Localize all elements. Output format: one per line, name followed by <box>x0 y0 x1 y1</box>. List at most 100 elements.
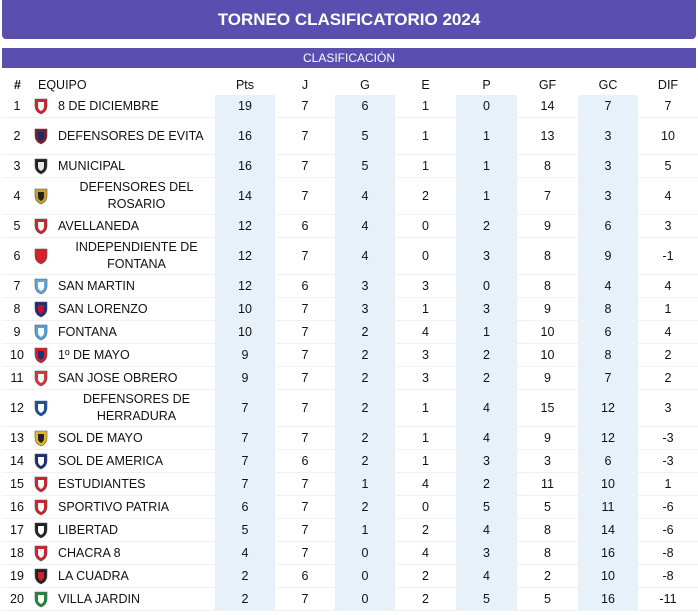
col-header-drawn: E <box>421 78 430 92</box>
table-row: 6 INDEPENDIENTE DE FONTANA 12 7 4 0 3 8 9 -1 <box>2 237 698 275</box>
goal-diff-cell: -3 <box>638 449 698 473</box>
team-cell: ESTUDIANTES <box>32 472 215 496</box>
goals-for-cell: 15 <box>517 389 578 427</box>
shield-yellow-black-icon <box>34 430 48 447</box>
goals-for-cell: 10 <box>517 320 578 344</box>
played-cell: 7 <box>275 541 335 565</box>
table-row: 17 LIBERTAD 5 7 1 2 4 8 14 -6 <box>2 518 698 542</box>
goal-diff-cell: -1 <box>638 237 698 275</box>
points-cell: 14 <box>215 177 275 215</box>
played-cell: 7 <box>275 320 335 344</box>
team-cell: VILLA JARDIN <box>32 587 215 611</box>
goals-against-cell: 12 <box>578 426 638 450</box>
won-cell: 0 <box>335 564 395 588</box>
shield-blue-red-icon <box>34 301 48 318</box>
points-cell: 9 <box>215 366 275 390</box>
table-row: 4 DEFENSORES DEL ROSARIO 14 7 4 2 1 7 3 4 <box>2 177 698 215</box>
goals-against-cell: 16 <box>578 541 638 565</box>
team-cell: SAN LORENZO <box>32 297 215 321</box>
goals-against-cell: 10 <box>578 564 638 588</box>
points-cell: 2 <box>215 564 275 588</box>
lost-cell: 3 <box>456 297 517 321</box>
position-cell: 6 <box>2 237 32 275</box>
position-cell: 17 <box>2 518 32 542</box>
table-row: 13 SOL DE MAYO 7 7 2 1 4 9 12 -3 <box>2 426 698 450</box>
team-name: CHACRA 8 <box>58 545 121 560</box>
played-cell: 6 <box>275 564 335 588</box>
goal-diff-cell: -3 <box>638 426 698 450</box>
goals-against-cell: 8 <box>578 297 638 321</box>
team-cell: DEFENSORES DE HERRADURA <box>32 389 215 427</box>
points-cell: 19 <box>215 95 275 118</box>
won-cell: 0 <box>335 541 395 565</box>
goals-for-cell: 8 <box>517 518 578 542</box>
goals-for-cell: 5 <box>517 587 578 611</box>
shield-black-red-icon <box>34 568 48 585</box>
goals-for-cell: 3 <box>517 449 578 473</box>
goals-for-cell: 8 <box>517 541 578 565</box>
won-cell: 2 <box>335 366 395 390</box>
col-header-team: EQUIPO <box>38 78 87 92</box>
team-name: ESTUDIANTES <box>58 476 146 491</box>
position-cell: 10 <box>2 343 32 367</box>
won-cell: 2 <box>335 343 395 367</box>
played-cell: 7 <box>275 343 335 367</box>
goals-for-cell: 9 <box>517 366 578 390</box>
team-cell: LIBERTAD <box>32 518 215 542</box>
goal-diff-cell: 5 <box>638 154 698 178</box>
team-cell: CHACRA 8 <box>32 541 215 565</box>
played-cell: 7 <box>275 587 335 611</box>
won-cell: 2 <box>335 449 395 473</box>
drawn-cell: 1 <box>395 154 456 178</box>
team-name: SOL DE MAYO <box>58 430 143 445</box>
played-cell: 7 <box>275 154 335 178</box>
team-name: SAN MARTIN <box>58 278 135 293</box>
position-cell: 13 <box>2 426 32 450</box>
position-cell: 14 <box>2 449 32 473</box>
goals-against-cell: 7 <box>578 366 638 390</box>
goals-for-cell: 9 <box>517 214 578 238</box>
goals-against-cell: 12 <box>578 389 638 427</box>
played-cell: 7 <box>275 95 335 118</box>
col-header-lost: P <box>482 78 491 92</box>
goals-against-cell: 3 <box>578 177 638 215</box>
table-row: 18 CHACRA 8 4 7 0 4 3 8 16 -8 <box>2 541 698 565</box>
col-header-played: J <box>301 78 309 92</box>
team-name: MUNICIPAL <box>58 158 126 173</box>
drawn-cell: 0 <box>395 214 456 238</box>
table-row: 5 AVELLANEDA 12 6 4 0 2 9 6 3 <box>2 214 698 238</box>
won-cell: 2 <box>335 426 395 450</box>
col-header-position: # <box>14 78 21 92</box>
goals-against-cell: 6 <box>578 449 638 473</box>
goals-for-cell: 8 <box>517 274 578 298</box>
drawn-cell: 1 <box>395 95 456 118</box>
shield-navy-icon <box>34 453 48 470</box>
played-cell: 7 <box>275 366 335 390</box>
points-cell: 5 <box>215 518 275 542</box>
won-cell: 5 <box>335 154 395 178</box>
won-cell: 4 <box>335 237 395 275</box>
won-cell: 4 <box>335 177 395 215</box>
team-name: LIBERTAD <box>58 522 118 537</box>
lost-cell: 1 <box>456 177 517 215</box>
points-cell: 10 <box>215 320 275 344</box>
table-row: 3 MUNICIPAL 16 7 5 1 1 8 3 5 <box>2 154 698 178</box>
col-header-points: Pts <box>235 78 255 92</box>
goal-diff-cell: -8 <box>638 564 698 588</box>
points-cell: 12 <box>215 274 275 298</box>
col-header-goals-for: GF <box>538 78 557 92</box>
goals-for-cell: 10 <box>517 343 578 367</box>
shield-red-white-icon <box>34 370 48 387</box>
lost-cell: 2 <box>456 366 517 390</box>
goals-for-cell: 8 <box>517 154 578 178</box>
team-name: SAN JOSE OBRERO <box>58 370 178 385</box>
shield-lightblue-icon <box>34 278 48 295</box>
team-cell: SOL DE MAYO <box>32 426 215 450</box>
team-name: DEFENSORES DE HERRADURA <box>83 392 190 423</box>
team-cell: 1º DE MAYO <box>32 343 215 367</box>
played-cell: 6 <box>275 449 335 473</box>
drawn-cell: 0 <box>395 237 456 275</box>
won-cell: 0 <box>335 587 395 611</box>
drawn-cell: 4 <box>395 472 456 496</box>
table-row: 2 DEFENSORES DE EVITA 16 7 5 1 1 13 3 10 <box>2 117 698 155</box>
